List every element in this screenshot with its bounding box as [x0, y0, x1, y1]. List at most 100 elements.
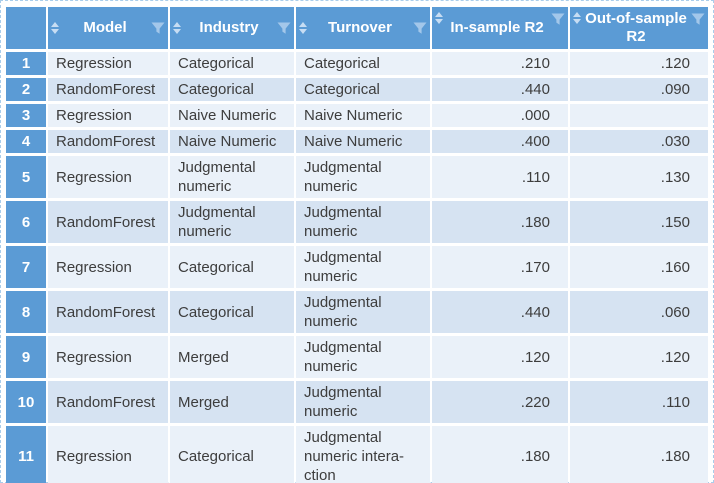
cell-out-sample-r2: .030 — [570, 130, 708, 153]
cell-out-sample-r2: .150 — [570, 201, 708, 243]
cell-model: RandomForest — [48, 381, 168, 423]
cell-industry: Categorical — [170, 291, 294, 333]
cell-turnover: Judgmental numeric — [296, 246, 430, 288]
column-header-label: Out-of-sample R2 — [585, 10, 687, 45]
cell-in-sample-r2: .440 — [432, 78, 568, 101]
sort-icon[interactable] — [299, 22, 307, 34]
cell-model: RandomForest — [48, 201, 168, 243]
table-row: 7 Regression Categorical Judgmental numeric… — [6, 246, 708, 288]
table-header: Model Industry Turnover In-sample R2 Out-of-… — [6, 7, 708, 49]
cell-turnover: Judgmental numeric — [296, 291, 430, 333]
table-row: 10 RandomForest Merged Judgmental numeric .2… — [6, 381, 708, 423]
cell-out-sample-r2 — [570, 104, 708, 127]
column-header-label: Model — [83, 19, 127, 36]
cell-model: Regression — [48, 336, 168, 378]
cell-in-sample-r2: .170 — [432, 246, 568, 288]
cell-model: Regression — [48, 104, 168, 127]
cell-turnover: Categorical — [296, 52, 430, 75]
column-header-turnover[interactable]: Turnover — [296, 7, 430, 49]
cell-in-sample-r2: .220 — [432, 381, 568, 423]
cell-out-sample-r2: .120 — [570, 52, 708, 75]
cell-turnover: Judgmental numeric intera-ction — [296, 426, 430, 483]
cell-industry: Categorical — [170, 78, 294, 101]
cell-in-sample-r2: .400 — [432, 130, 568, 153]
column-header-label: In-sample R2 — [450, 19, 544, 36]
cell-in-sample-r2: .000 — [432, 104, 568, 127]
cell-in-sample-r2: .440 — [432, 291, 568, 333]
cell-model: Regression — [48, 426, 168, 483]
table-row: 1 Regression Categorical Categorical .210.12… — [6, 52, 708, 75]
table-row: 3 Regression Naive Numeric Naive Numeric .00… — [6, 104, 708, 127]
sort-icon[interactable] — [435, 12, 443, 24]
cell-out-sample-r2: .180 — [570, 426, 708, 483]
table-row: 9 Regression Merged Judgmental numeric .120.… — [6, 336, 708, 378]
cell-turnover: Judgmental numeric — [296, 156, 430, 198]
table-row: 4 RandomForest Naive Numeric Naive Numeric.… — [6, 130, 708, 153]
results-table: Model Industry Turnover In-sample R2 Out-of-… — [4, 4, 710, 483]
cell-out-sample-r2: .060 — [570, 291, 708, 333]
corner-cell — [6, 7, 46, 49]
filter-icon[interactable] — [277, 21, 291, 35]
filter-icon[interactable] — [413, 21, 427, 35]
header-row: Model Industry Turnover In-sample R2 Out-of-… — [6, 7, 708, 49]
cell-model: RandomForest — [48, 78, 168, 101]
cell-turnover: Categorical — [296, 78, 430, 101]
row-number: 7 — [6, 246, 46, 288]
table-row: 8 RandomForest Categorical Judgmental numer… — [6, 291, 708, 333]
filter-icon[interactable] — [151, 21, 165, 35]
row-number: 6 — [6, 201, 46, 243]
table-row: 11 Regression Categorical Judgmental numeri… — [6, 426, 708, 483]
table-body: 1 Regression Categorical Categorical .210.12… — [6, 52, 708, 483]
cell-out-sample-r2: .110 — [570, 381, 708, 423]
row-number: 11 — [6, 426, 46, 483]
cell-turnover: Naive Numeric — [296, 104, 430, 127]
table-row: 5 Regression Judgmental numeric Judgmental … — [6, 156, 708, 198]
cell-out-sample-r2: .160 — [570, 246, 708, 288]
cell-turnover: Judgmental numeric — [296, 381, 430, 423]
cell-out-sample-r2: .120 — [570, 336, 708, 378]
row-number: 10 — [6, 381, 46, 423]
cell-in-sample-r2: .180 — [432, 201, 568, 243]
row-number: 5 — [6, 156, 46, 198]
column-header-model[interactable]: Model — [48, 7, 168, 49]
column-header-in-sample-r2[interactable]: In-sample R2 — [432, 7, 568, 49]
row-number: 2 — [6, 78, 46, 101]
cell-industry: Categorical — [170, 246, 294, 288]
cell-industry: Merged — [170, 381, 294, 423]
row-number: 3 — [6, 104, 46, 127]
row-number: 8 — [6, 291, 46, 333]
cell-industry: Categorical — [170, 426, 294, 483]
column-header-industry[interactable]: Industry — [170, 7, 294, 49]
cell-model: Regression — [48, 52, 168, 75]
cell-in-sample-r2: .210 — [432, 52, 568, 75]
cell-industry: Merged — [170, 336, 294, 378]
filter-icon[interactable] — [691, 12, 705, 26]
cell-industry: Judgmental numeric — [170, 201, 294, 243]
cell-turnover: Naive Numeric — [296, 130, 430, 153]
filter-icon[interactable] — [551, 12, 565, 26]
cell-out-sample-r2: .090 — [570, 78, 708, 101]
table-row: 6 RandomForest Judgmental numeric Judgmenta… — [6, 201, 708, 243]
column-header-label: Industry — [199, 19, 259, 36]
cell-industry: Categorical — [170, 52, 294, 75]
row-number: 1 — [6, 52, 46, 75]
column-header-out-sample-r2[interactable]: Out-of-sample R2 — [570, 7, 708, 49]
sort-icon[interactable] — [173, 22, 181, 34]
sort-icon[interactable] — [51, 22, 59, 34]
cell-turnover: Judgmental numeric — [296, 201, 430, 243]
cell-model: RandomForest — [48, 130, 168, 153]
cell-in-sample-r2: .180 — [432, 426, 568, 483]
cell-in-sample-r2: .110 — [432, 156, 568, 198]
cell-model: RandomForest — [48, 291, 168, 333]
cell-model: Regression — [48, 156, 168, 198]
cell-industry: Judgmental numeric — [170, 156, 294, 198]
cell-industry: Naive Numeric — [170, 130, 294, 153]
cell-out-sample-r2: .130 — [570, 156, 708, 198]
cell-turnover: Judgmental numeric — [296, 336, 430, 378]
row-number: 4 — [6, 130, 46, 153]
cell-in-sample-r2: .120 — [432, 336, 568, 378]
row-number: 9 — [6, 336, 46, 378]
cell-model: Regression — [48, 246, 168, 288]
column-header-label: Turnover — [328, 19, 392, 36]
sort-icon[interactable] — [573, 12, 581, 24]
